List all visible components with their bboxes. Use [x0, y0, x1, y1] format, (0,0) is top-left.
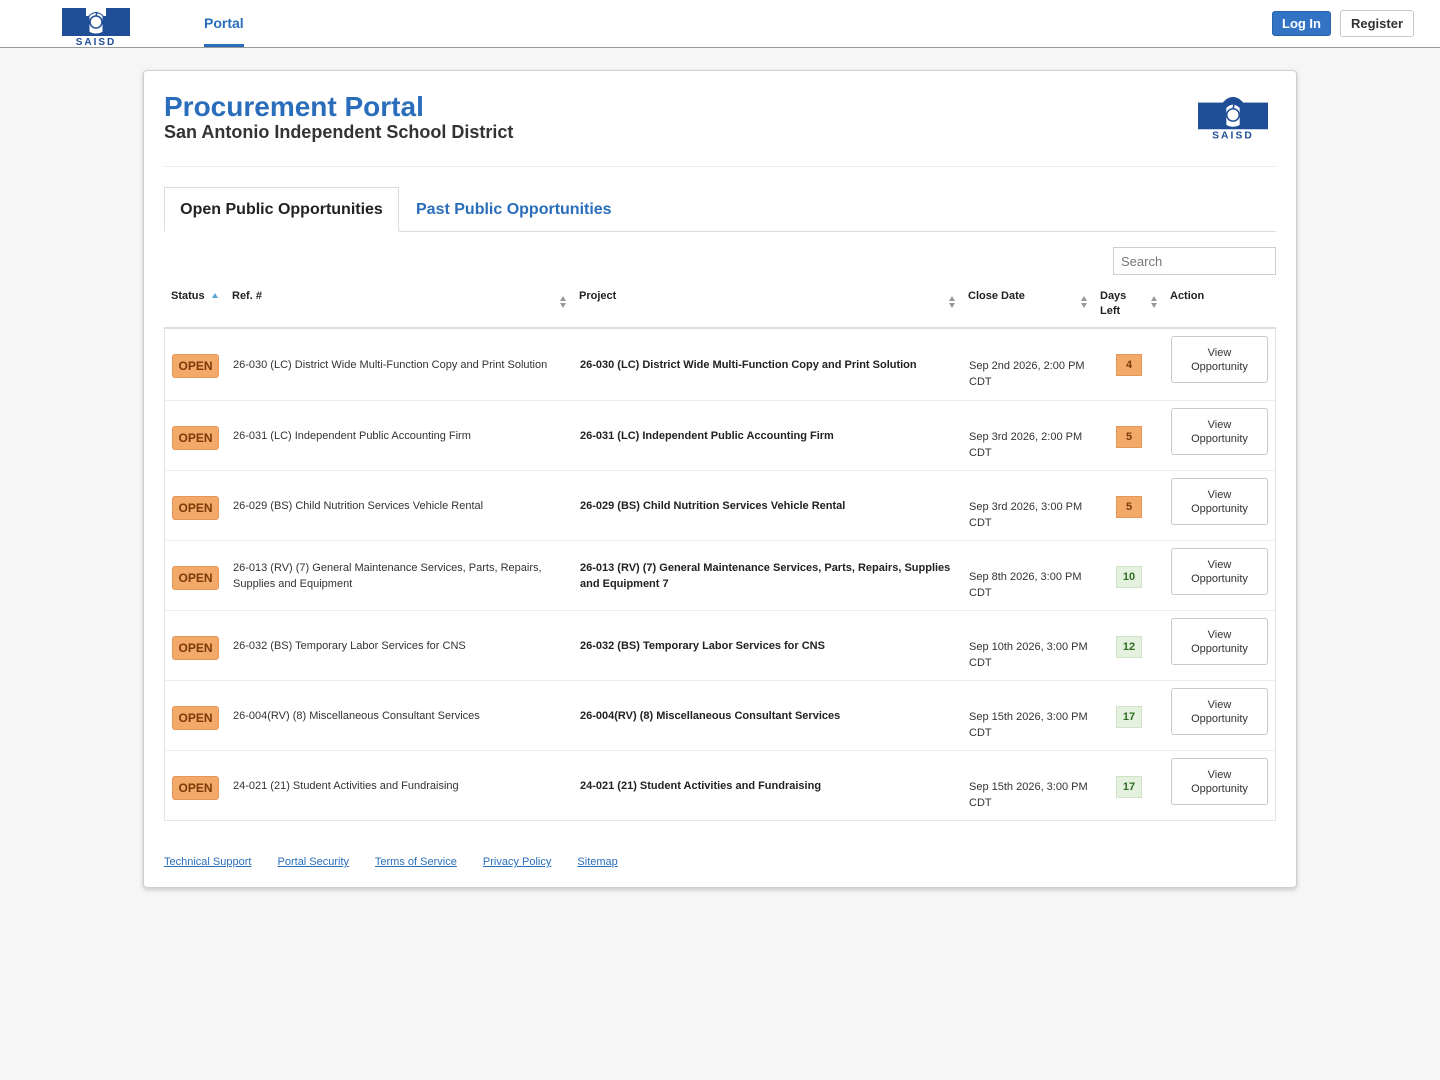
opportunities-table: Status Ref. # Project Close Date Days Le… — [164, 281, 1276, 821]
ref-cell: 26-029 (BS) Child Nutrition Services Veh… — [233, 499, 484, 512]
days-left-badge: 4 — [1116, 354, 1142, 376]
header-action: Action — [1170, 290, 1205, 302]
close-date-cell: Sep 8th 2026, 3:00 PM CDT — [969, 570, 1082, 599]
ref-cell: 24-021 (21) Student Activities and Fundr… — [233, 779, 459, 792]
project-cell: 26-030 (LC) District Wide Multi-Function… — [580, 358, 917, 371]
days-left-badge: 5 — [1116, 426, 1142, 448]
close-date-cell: Sep 15th 2026, 3:00 PM CDT — [969, 780, 1088, 809]
sort-asc-icon — [211, 293, 218, 298]
days-left-badge: 12 — [1116, 636, 1142, 658]
header-status[interactable]: Status — [171, 289, 219, 304]
close-date-cell: Sep 2nd 2026, 2:00 PM CDT — [969, 359, 1085, 388]
view-opportunity-button[interactable]: View Opportunity — [1171, 478, 1268, 525]
days-left-badge: 17 — [1116, 706, 1142, 728]
project-cell: 26-031 (LC) Independent Public Accountin… — [580, 429, 834, 442]
table-body: OPEN 26-030 (LC) District Wide Multi-Fun… — [164, 329, 1276, 821]
view-opportunity-button[interactable]: View Opportunity — [1171, 758, 1268, 805]
header-divider — [164, 166, 1276, 167]
ref-cell: 26-013 (RV) (7) General Maintenance Serv… — [233, 561, 542, 590]
project-cell: 26-032 (BS) Temporary Labor Services for… — [580, 639, 825, 652]
logo-lettering-large: SAISD — [1212, 131, 1254, 141]
table-row: OPEN 26-013 (RV) (7) General Maintenance… — [165, 540, 1275, 610]
page-subtitle: San Antonio Independent School District — [164, 122, 514, 142]
saisd-logo[interactable]: SAISD — [62, 2, 130, 46]
tab-past-opportunities[interactable]: Past Public Opportunities — [416, 200, 612, 218]
table-row: OPEN 24-021 (21) Student Activities and … — [165, 750, 1275, 820]
view-opportunity-button[interactable]: View Opportunity — [1171, 688, 1268, 735]
project-cell: 24-021 (21) Student Activities and Fundr… — [580, 779, 822, 792]
table-row: OPEN 26-030 (LC) District Wide Multi-Fun… — [165, 329, 1275, 400]
ref-cell: 26-032 (BS) Temporary Labor Services for… — [233, 639, 466, 652]
top-bar: SAISD Portal Log In Register — [0, 0, 1440, 48]
ref-cell: 26-030 (LC) District Wide Multi-Function… — [233, 358, 548, 371]
status-badge: OPEN — [172, 426, 219, 450]
close-date-cell: Sep 3rd 2026, 2:00 PM CDT — [969, 430, 1083, 459]
ref-cell: 26-004(RV) (8) Miscellaneous Consultant … — [233, 709, 480, 722]
search-input[interactable] — [1113, 247, 1276, 275]
login-button[interactable]: Log In — [1272, 11, 1331, 36]
close-date-cell: Sep 10th 2026, 3:00 PM CDT — [969, 640, 1088, 669]
table-header: Status Ref. # Project Close Date Days Le… — [164, 281, 1276, 329]
view-opportunity-button[interactable]: View Opportunity — [1171, 548, 1268, 595]
header-days-left[interactable]: Days Left — [1100, 290, 1127, 317]
status-badge: OPEN — [172, 636, 219, 660]
project-cell: 26-004(RV) (8) Miscellaneous Consultant … — [580, 709, 841, 722]
saisd-logo-large: SAISD — [1198, 96, 1268, 141]
sort-icon[interactable] — [1080, 295, 1088, 309]
nav-active-indicator — [204, 44, 244, 47]
status-badge: OPEN — [172, 776, 219, 800]
project-cell: 26-013 (RV) (7) General Maintenance Serv… — [580, 561, 951, 590]
status-badge: OPEN — [172, 354, 219, 378]
header-project[interactable]: Project — [579, 290, 617, 302]
tab-open-opportunities[interactable]: Open Public Opportunities — [164, 187, 399, 232]
footer-link-terms-of-service[interactable]: Terms of Service — [374, 856, 457, 868]
view-opportunity-button[interactable]: View Opportunity — [1171, 336, 1268, 383]
footer-link-portal-security[interactable]: Portal Security — [277, 856, 350, 868]
view-opportunity-button[interactable]: View Opportunity — [1171, 408, 1268, 455]
sort-icon[interactable] — [1150, 295, 1158, 309]
days-left-badge: 5 — [1116, 496, 1142, 518]
close-date-cell: Sep 15th 2026, 3:00 PM CDT — [969, 710, 1088, 739]
header-close-date[interactable]: Close Date — [968, 290, 1025, 302]
status-badge: OPEN — [172, 566, 219, 590]
tabs-baseline — [164, 231, 1276, 232]
nav-portal-link[interactable]: Portal — [204, 15, 244, 31]
status-badge: OPEN — [172, 706, 219, 730]
header-ref[interactable]: Ref. # — [232, 290, 262, 302]
footer-link-technical-support[interactable]: Technical Support — [164, 856, 252, 868]
main-card: Procurement Portal San Antonio Independe… — [143, 70, 1297, 888]
footer-link-sitemap[interactable]: Sitemap — [577, 856, 618, 868]
project-cell: 26-029 (BS) Child Nutrition Services Veh… — [580, 499, 846, 512]
table-row: OPEN 26-031 (LC) Independent Public Acco… — [165, 400, 1275, 470]
footer-links: Technical Support Portal Security Terms … — [164, 856, 641, 868]
days-left-badge: 10 — [1116, 566, 1142, 588]
view-opportunity-button[interactable]: View Opportunity — [1171, 618, 1268, 665]
register-button[interactable]: Register — [1340, 10, 1414, 37]
logo-lettering: SAISD — [76, 37, 117, 46]
footer-link-privacy-policy[interactable]: Privacy Policy — [482, 856, 552, 868]
ref-cell: 26-031 (LC) Independent Public Accountin… — [233, 429, 471, 442]
table-row: OPEN 26-029 (BS) Child Nutrition Service… — [165, 470, 1275, 540]
sort-icon[interactable] — [559, 295, 567, 309]
status-badge: OPEN — [172, 496, 219, 520]
days-left-badge: 17 — [1116, 776, 1142, 798]
table-row: OPEN 26-004(RV) (8) Miscellaneous Consul… — [165, 680, 1275, 750]
table-row: OPEN 26-032 (BS) Temporary Labor Service… — [165, 610, 1275, 680]
sort-icon[interactable] — [948, 295, 956, 309]
page-title: Procurement Portal — [164, 91, 424, 122]
close-date-cell: Sep 3rd 2026, 3:00 PM CDT — [969, 500, 1083, 529]
